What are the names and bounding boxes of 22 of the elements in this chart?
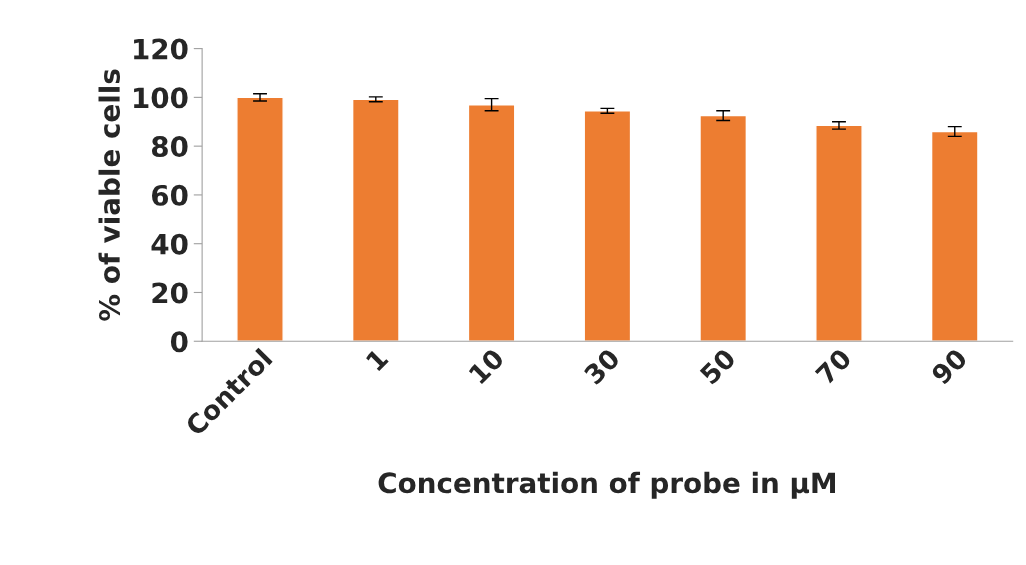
y-tick-label: 40: [151, 233, 188, 255]
bar: [699, 114, 748, 342]
bar: [930, 130, 979, 342]
bar: [815, 124, 863, 342]
bar: [236, 96, 284, 342]
x-tick-label: 1: [365, 347, 389, 372]
y-tick-label: 60: [152, 184, 188, 206]
y-axis-title: % of viable cells: [98, 69, 121, 321]
y-tick-label: 100: [134, 87, 188, 109]
bar: [467, 103, 516, 342]
x-tick-label: 50: [698, 347, 737, 386]
y-tick-label: 80: [151, 136, 188, 158]
y-tick-label: 120: [134, 38, 188, 60]
y-tick-label: 20: [152, 282, 188, 304]
x-axis-title: Concentration of probe in µM: [378, 471, 835, 499]
x-tick-label: 70: [814, 347, 853, 386]
x-tick-label: 90: [930, 347, 969, 386]
bar: [583, 110, 632, 342]
bar: [351, 98, 400, 342]
y-tick-label: 0: [170, 331, 188, 353]
x-tick-label: 10: [468, 347, 506, 385]
x-tick-label: 30: [583, 347, 621, 386]
